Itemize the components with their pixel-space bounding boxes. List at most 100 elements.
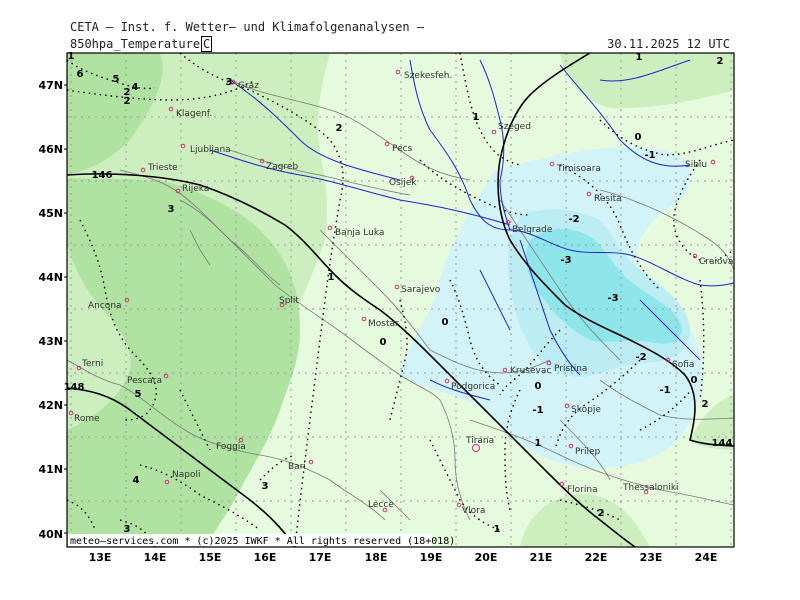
city-label: Osijek [389, 178, 417, 188]
city-label: Sofia [672, 360, 694, 370]
contour-label: 2 [124, 96, 131, 107]
city-skopje: Skopje [564, 403, 601, 415]
city-label: Sarajevo [401, 285, 441, 295]
contour-label: 2 [702, 399, 709, 410]
contour-label: -3 [607, 293, 618, 304]
city-marker-icon [238, 437, 244, 443]
city-marker-icon [456, 502, 462, 508]
city-label: Florina [567, 485, 598, 495]
city-marker-icon [308, 459, 314, 465]
lon-tick-19E: 19E [420, 551, 443, 564]
lon-tick-15E: 15E [199, 551, 222, 564]
city-marker-icon [124, 297, 130, 303]
city-marker-icon [549, 161, 555, 167]
lat-tick-42N: 42N [38, 399, 63, 412]
contour-label: 6 [77, 69, 84, 80]
contour-label: 5 [113, 74, 120, 85]
city-marker-icon [230, 79, 236, 85]
contour-label: 3 [262, 481, 269, 492]
band-2-4-se [690, 395, 734, 450]
contour-label: 0 [380, 337, 387, 348]
city-terni: Terni [76, 359, 103, 371]
lat-tick-40N: 40N [38, 528, 63, 541]
city-label: Terni [81, 359, 103, 369]
lon-tick-24E: 24E [695, 551, 718, 564]
city-label: Resita [594, 194, 622, 204]
city-marker-icon [643, 489, 649, 495]
city-timisoara: Timisoara [549, 161, 601, 174]
city-marker-icon [76, 365, 82, 371]
contour-label: 1 [328, 272, 335, 283]
contour-label: 3 [124, 524, 131, 535]
city-label: Podgorica [451, 382, 495, 392]
latitude-axis: 47N 46N 45N 44N 43N 42N 41N 40N [38, 79, 63, 541]
lon-tick-22E: 22E [585, 551, 608, 564]
city-graz: Graz [230, 79, 259, 91]
contour-label: 144 [712, 438, 733, 449]
city-bari: Bari [288, 459, 314, 472]
city-label: Rijeka [182, 184, 209, 194]
city-marker-icon [384, 141, 390, 147]
valid-time: 30.11.2025 12 UTC [607, 37, 730, 51]
city-marker-icon [491, 129, 497, 135]
city-label: Graz [238, 81, 259, 91]
contour-label: 2 [717, 56, 724, 67]
lon-tick-21E: 21E [530, 551, 553, 564]
city-label: Craiova [699, 257, 733, 267]
city-szekesfeh: Szekesfeh. [395, 69, 452, 81]
contour-label: 1 [473, 112, 480, 123]
city-marker-icon [168, 106, 174, 112]
contour-label: -1 [644, 150, 655, 161]
band-ge4-west [67, 53, 163, 175]
city-label: Skopje [571, 405, 601, 415]
city-label: Szeged [498, 122, 531, 132]
city-label: Tirana [465, 436, 494, 446]
city-marker-icon [546, 360, 552, 366]
city-florina: Florina [559, 481, 598, 495]
contour-label: 4 [132, 82, 139, 93]
lat-tick-47N: 47N [38, 79, 63, 92]
isolines-bold [67, 53, 734, 547]
city-marker-icon [327, 225, 333, 231]
contour-label: 2 [124, 87, 131, 98]
city-sofia: Sofia [665, 357, 694, 370]
city-label: Klagenf. [176, 109, 212, 119]
contour-label: 0 [691, 375, 698, 386]
city-marker-icon [502, 367, 508, 373]
city-marker-icon [279, 302, 285, 308]
contour-label: 2 [336, 123, 343, 134]
city-marker-icon [259, 158, 265, 164]
band-lt-m4 [525, 228, 682, 344]
lon-tick-20E: 20E [475, 551, 498, 564]
city-label: Trieste [147, 163, 178, 173]
city-label: Thessaloniki [622, 483, 679, 493]
longitude-axis: 13E 14E 15E 16E 17E 18E 19E 20E 21E 22E … [89, 551, 718, 564]
contour-label: 148 [64, 382, 85, 393]
city-label: Mostar [368, 319, 399, 329]
city-marker-icon [175, 188, 181, 194]
city-szeged: Szeged [491, 122, 531, 135]
city-marker-icon [665, 357, 671, 363]
city-label: Pecs [392, 144, 413, 154]
city-prilep: Prilep [568, 443, 601, 457]
city-resita: Resita [586, 191, 622, 204]
city-pristina: Pristina [546, 360, 587, 374]
city-marker-icon [568, 443, 574, 449]
lon-tick-18E: 18E [365, 551, 388, 564]
contour-label: -1 [532, 405, 543, 416]
band-2-4-ne [560, 53, 734, 109]
map-area [67, 53, 734, 547]
contour-label: 3 [226, 77, 233, 88]
city-sibiu: Sibiu [685, 159, 716, 170]
city-klagenf: Klagenf. [168, 106, 212, 119]
city-label: Krusevac [510, 366, 551, 376]
lon-tick-14E: 14E [144, 551, 167, 564]
city-osijek: Osijek [389, 175, 417, 188]
contour-label: 1 [535, 438, 542, 449]
city-zagreb: Zagreb [259, 158, 298, 172]
contour-label: 4 [133, 475, 140, 486]
city-label: Pescara [127, 376, 162, 386]
city-rijeka: Rijeka [175, 184, 209, 194]
city-marker-icon [140, 167, 146, 173]
